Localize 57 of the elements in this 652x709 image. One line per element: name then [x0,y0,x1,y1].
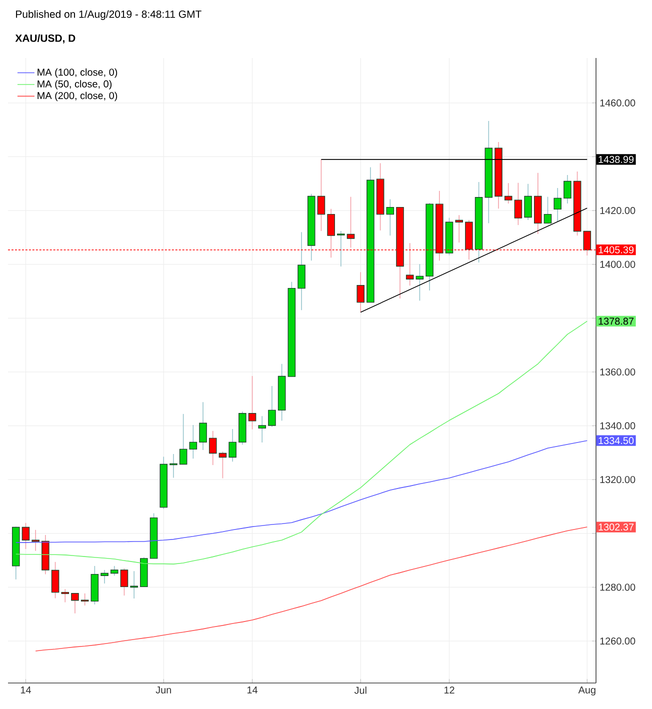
chart-title: XAU/USD, D [15,34,76,44]
y-tick-label: 1260.00 [600,638,636,645]
y-tick-label: 1280.00 [600,584,636,591]
candlestick [100,570,108,584]
candlestick [524,184,532,220]
candlestick [514,182,522,226]
candlestick [228,428,236,462]
candlestick [346,196,355,248]
candlestick [71,593,79,614]
candlestick [455,214,463,243]
candlestick [258,416,266,443]
y-tick-label: 1320.00 [600,476,636,484]
data-label: 1438.99 [598,156,634,163]
candlestick [170,454,178,478]
candlestick [218,451,227,479]
candlestick [564,174,572,204]
candlestick [248,376,256,430]
legend-label: MA (100, close, 0) [38,68,118,78]
candlestick [298,232,306,310]
candlestick [61,588,70,603]
y-tick-label: 1340.00 [600,422,636,430]
data-label: 1302.37 [598,524,634,531]
candlestick [199,402,207,450]
legend-label: MA (50, close, 0) [38,80,112,90]
legend-label: MA (200, close, 0) [38,92,118,102]
y-tick-label: 1420.00 [600,207,636,214]
candlestick [32,530,40,552]
candlestick [268,386,276,428]
y-tick-label: 1400.00 [600,260,636,268]
candlestick [356,272,364,313]
data-label: 1334.50 [598,437,634,444]
x-tick-label: 14 [20,686,31,694]
candlestick [189,424,198,460]
candlestick [110,566,118,576]
candlestick [386,198,394,236]
candlestick [179,414,188,465]
candlestick [554,188,562,222]
data-label: 1378.87 [598,318,634,325]
candlestick [337,230,345,267]
candlestick [504,182,512,204]
candlestick [317,158,326,232]
candlestick [208,430,217,466]
x-tick-label: 14 [247,686,258,694]
text: Published on 1/Aug/2019 - 8:48:11 GMT [16,10,202,20]
candlestick [51,562,60,599]
x-tick-label: Jun [156,686,171,694]
x-tick-label: Jul [354,686,366,694]
y-tick-label: 1460.00 [600,99,636,106]
candlestick [22,522,30,550]
candlestick [544,196,552,224]
x-tick-label: 12 [444,686,454,694]
candlestick [416,264,424,302]
y-tick-label: 1360.00 [600,368,636,376]
x-tick-label: Aug [578,686,596,696]
candlestick [120,568,128,596]
candlestick [130,570,138,599]
ref-line-label: 1405.39 [598,246,634,254]
